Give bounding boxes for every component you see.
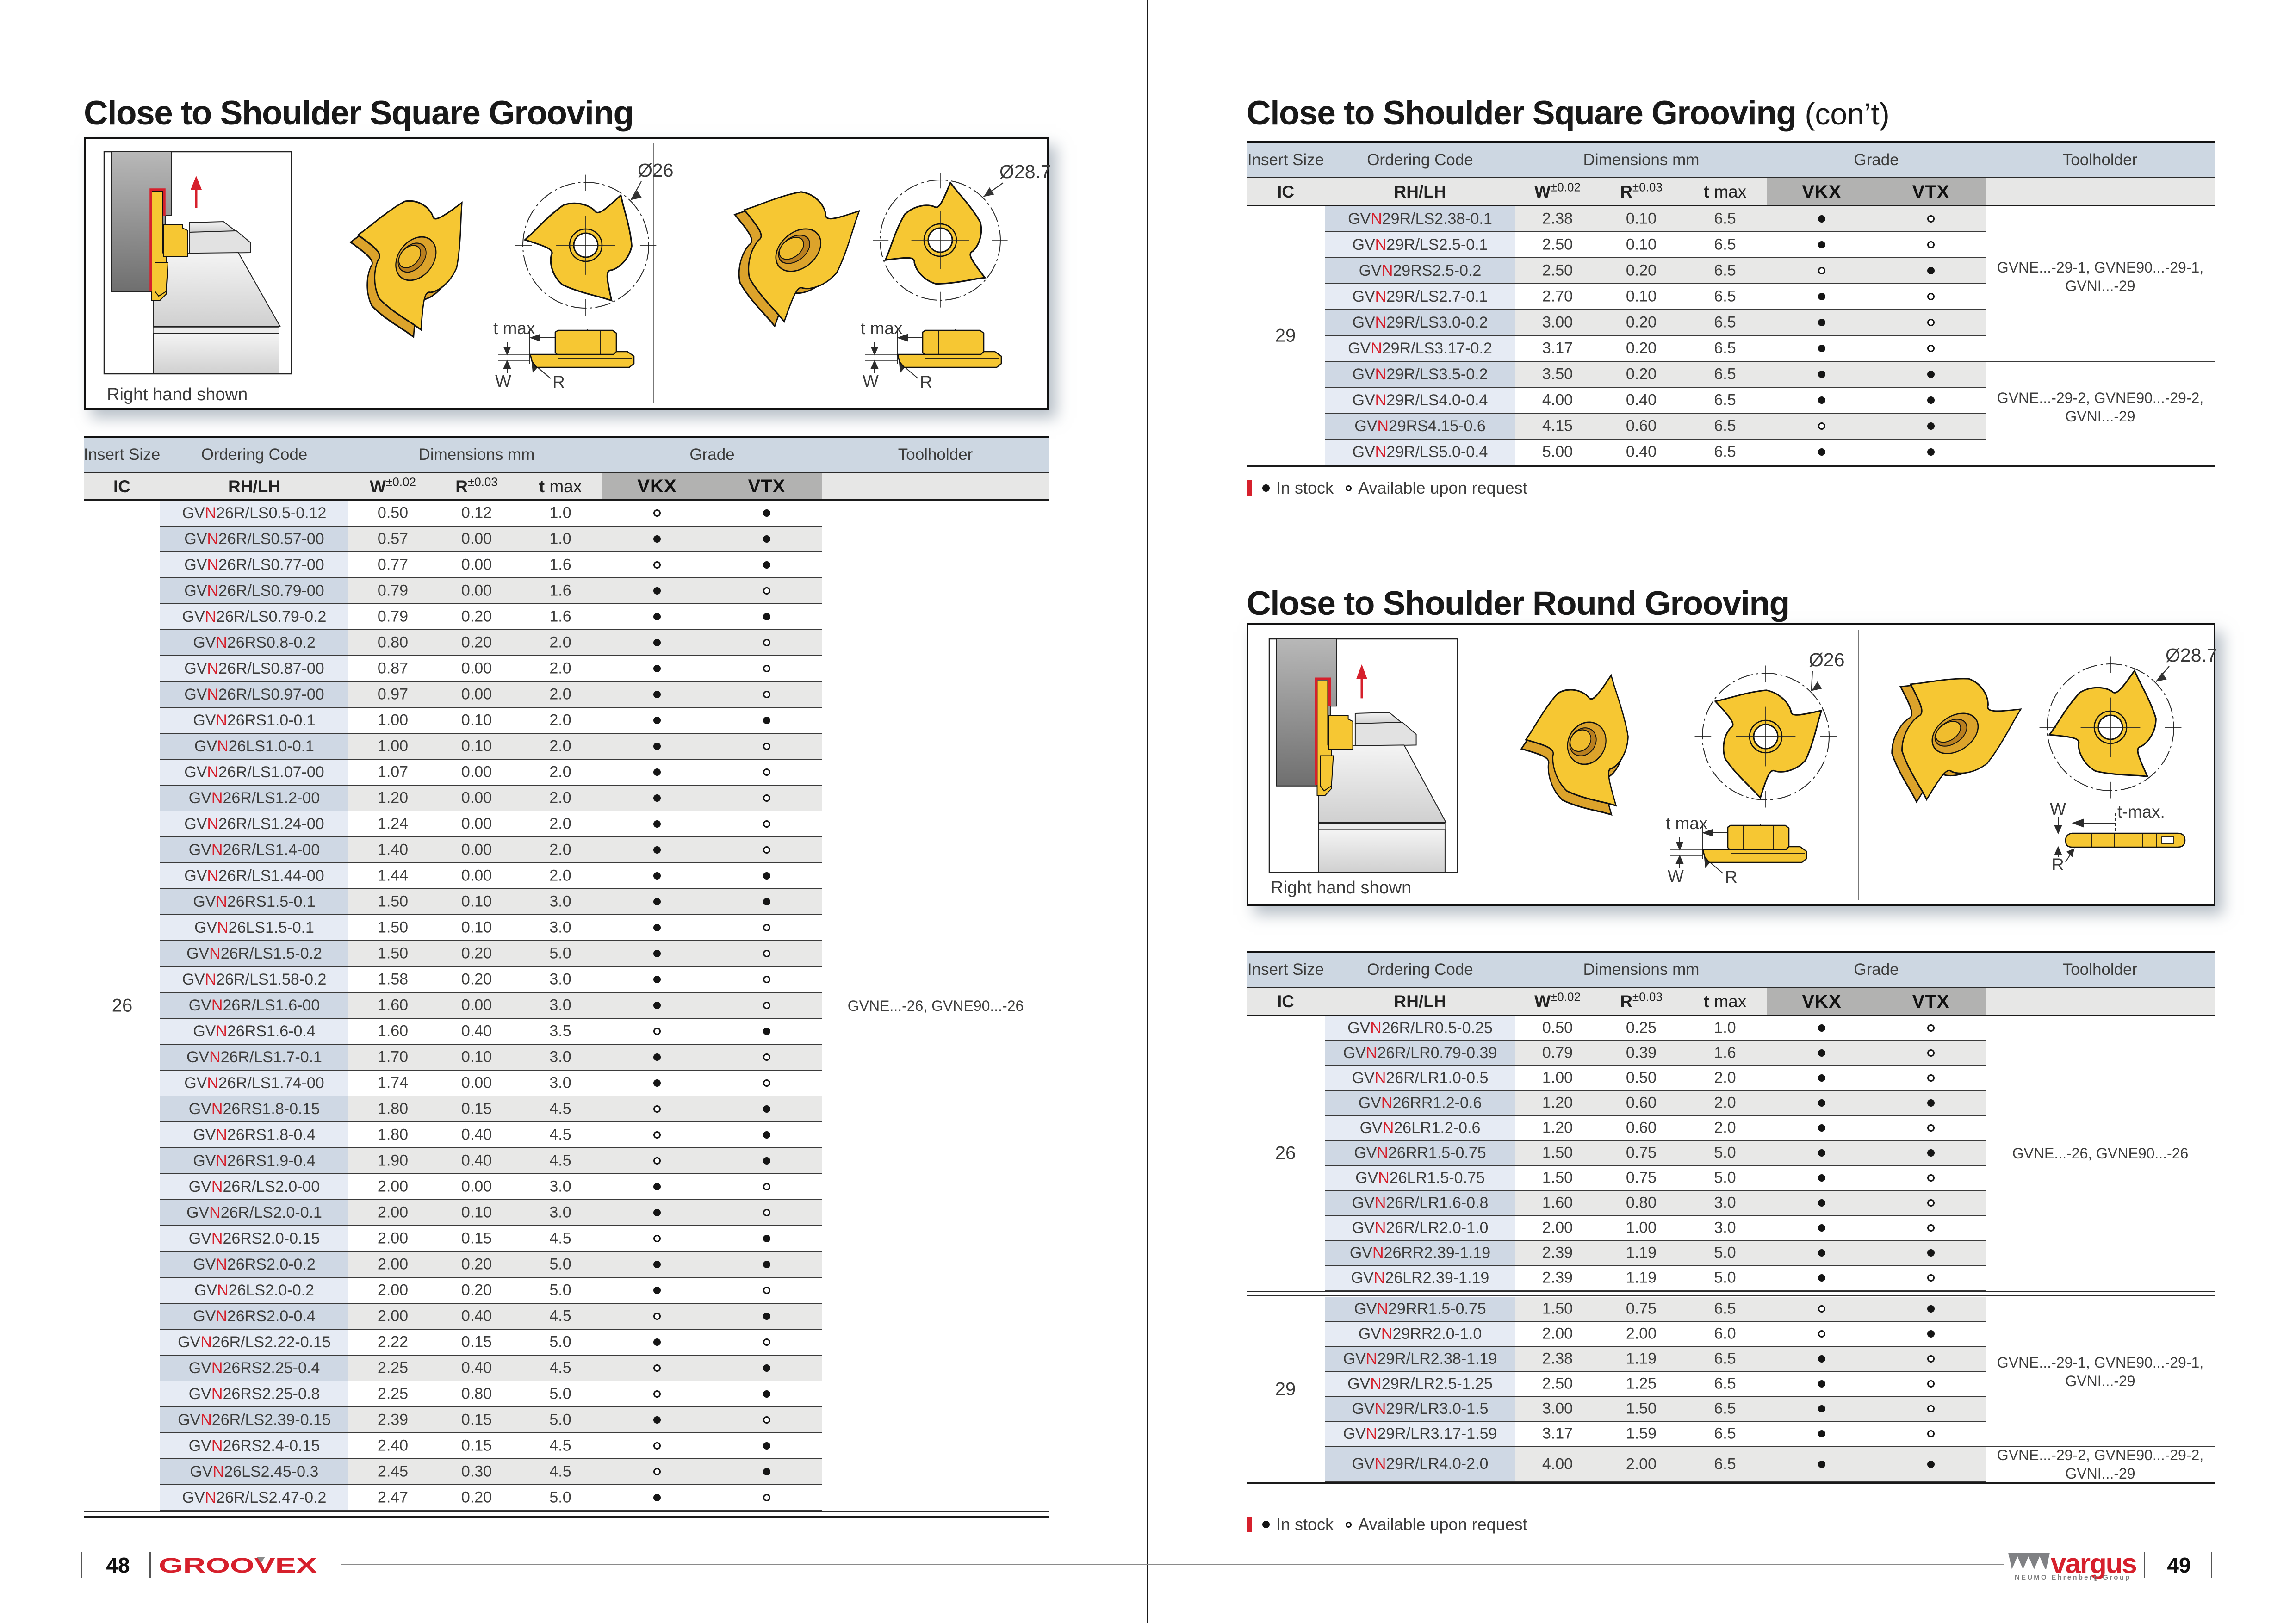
svg-text:NEUMO Ehrenberg Group: NEUMO Ehrenberg Group: [2015, 1573, 2131, 1581]
svg-text:W: W: [2050, 799, 2066, 818]
svg-text:W: W: [495, 372, 511, 390]
svg-text:Ø26: Ø26: [1809, 649, 1845, 670]
svg-text:R: R: [552, 372, 565, 391]
svg-text:R: R: [2052, 855, 2064, 874]
svg-text:GROOVEX: GROOVEX: [159, 1554, 317, 1577]
svg-text:R: R: [1725, 867, 1738, 886]
svg-text:W: W: [1668, 867, 1684, 886]
svg-text:Ø28.7: Ø28.7: [2166, 644, 2217, 666]
svg-text:t max: t max: [1666, 814, 1708, 833]
svg-text:R: R: [920, 372, 932, 391]
svg-text:vargus: vargus: [2051, 1548, 2136, 1579]
svg-text:t max: t max: [493, 319, 535, 338]
svg-text:t max: t max: [861, 319, 903, 338]
svg-text:W: W: [863, 372, 879, 390]
svg-text:Ø26: Ø26: [638, 160, 674, 181]
svg-text:Ø28.7: Ø28.7: [999, 161, 1051, 182]
svg-text:t-max.: t-max.: [2117, 802, 2165, 821]
